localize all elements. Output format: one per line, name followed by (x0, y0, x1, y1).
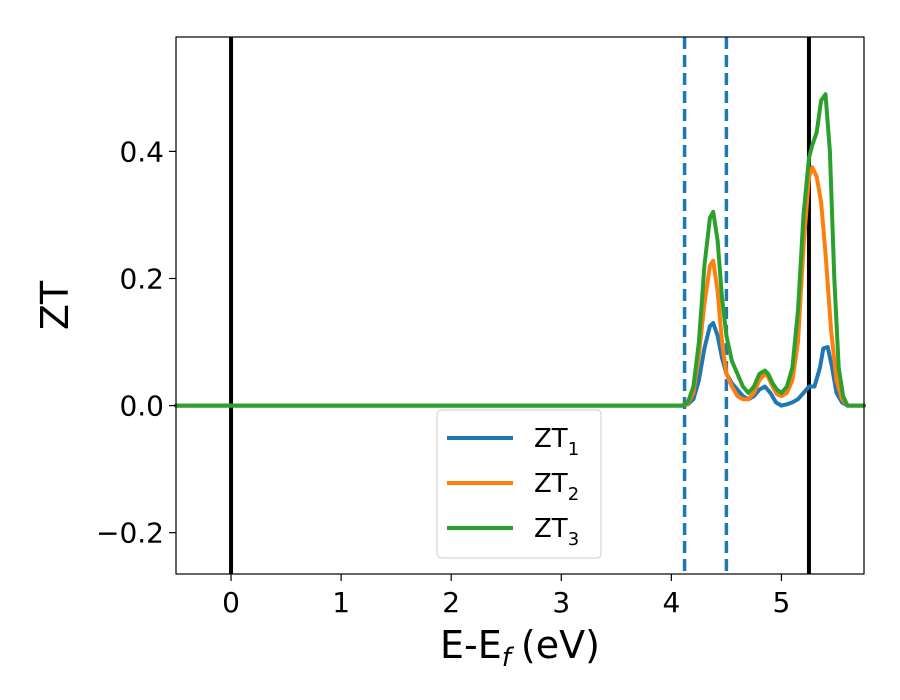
legend-label-zt3-sub: 3 (568, 529, 579, 550)
legend-label-zt2-main: ZT (534, 469, 568, 499)
x-axis-label-sub: f (502, 643, 515, 673)
y-axis-label: ZT (33, 280, 77, 330)
legend-label-zt3-main: ZT (534, 514, 568, 544)
legend-label-zt1-sub: 1 (568, 439, 579, 460)
x-axis-label-unit: (eV) (521, 623, 600, 667)
x-tick-label: 3 (552, 586, 570, 619)
x-tick-label: 0 (222, 586, 240, 619)
y-tick-label: 0.2 (119, 262, 164, 295)
x-axis-ticks: 0 1 2 3 4 5 (222, 574, 790, 619)
legend-box (436, 409, 602, 559)
plot-frame (175, 36, 865, 575)
x-axis-label-main: E-E (440, 623, 502, 667)
legend-entry-zt1: ZT1 (447, 424, 579, 460)
legend-entry-zt3: ZT3 (447, 514, 579, 550)
legend: ZT1 ZT2 ZT3 (436, 409, 602, 559)
x-tick-label: 2 (442, 586, 460, 619)
plot-lines (174, 37, 866, 574)
legend-label-zt2: ZT2 (534, 469, 579, 505)
x-tick-label: 4 (662, 586, 680, 619)
x-tick-label: 5 (773, 586, 791, 619)
y-tick-label: 0.0 (119, 390, 164, 423)
series-line-zt2 (174, 165, 866, 408)
x-axis-label: E-Ef (eV) (440, 623, 600, 673)
y-axis-ticks: −0.2 0.0 0.2 0.4 (96, 135, 176, 550)
legend-label-zt3: ZT3 (534, 514, 579, 550)
legend-label-zt1-main: ZT (534, 424, 568, 454)
series-line-zt1 (174, 321, 866, 408)
legend-label-zt1: ZT1 (534, 424, 579, 460)
legend-entry-zt2: ZT2 (447, 469, 579, 505)
y-tick-label: 0.4 (119, 135, 164, 168)
series-line-zt3 (174, 92, 866, 408)
legend-label-zt2-sub: 2 (568, 484, 579, 505)
y-tick-label: −0.2 (96, 517, 164, 550)
x-tick-label: 1 (332, 586, 350, 619)
